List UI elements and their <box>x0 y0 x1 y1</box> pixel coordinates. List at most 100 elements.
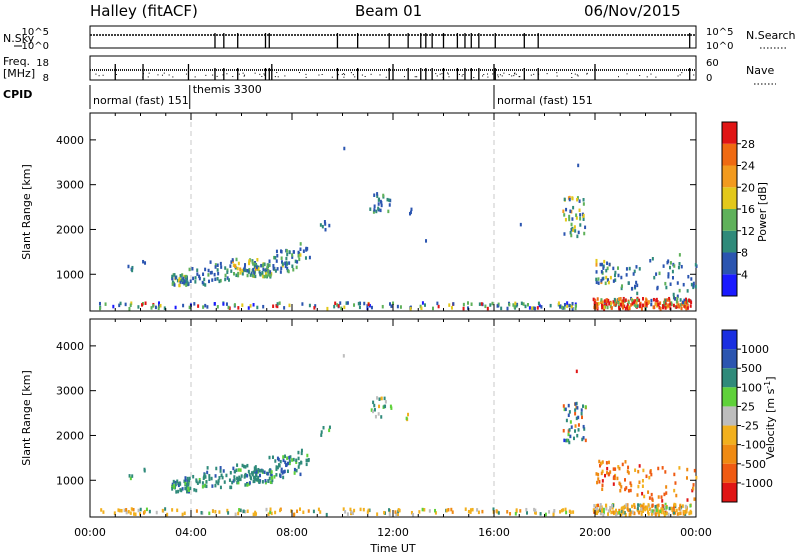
range-cell-22 <box>694 284 697 289</box>
range-cell-5 <box>233 271 236 276</box>
range-cell-4 <box>216 263 219 267</box>
freq-dot <box>639 75 641 77</box>
range-cell-13 <box>562 428 565 433</box>
range-cell-21 <box>249 304 252 308</box>
range-cell-4 <box>204 475 207 479</box>
range-cell-8 <box>307 458 310 462</box>
range-cell-17 <box>652 511 655 515</box>
range-cell-17 <box>620 506 623 511</box>
range-cell-15 <box>629 488 632 493</box>
range-cell-16 <box>661 466 664 470</box>
range-cell-9 <box>322 425 325 430</box>
range-cell-17 <box>597 503 600 508</box>
range-cell-20 <box>626 303 629 307</box>
range-cell-21 <box>486 306 489 311</box>
range-cell-2 <box>178 283 181 288</box>
range-cell-6 <box>261 480 264 484</box>
range-cell-13 <box>572 436 575 441</box>
y-tick-label-2: 3000 <box>56 179 84 192</box>
range-cell-18 <box>237 511 240 516</box>
range-cell-18 <box>469 508 472 512</box>
range-cell-18 <box>613 273 616 278</box>
range-cell-13 <box>580 411 583 416</box>
freq-dot <box>655 76 657 78</box>
colorbar-level-2: 12 <box>741 225 755 238</box>
range-cell-17 <box>606 261 609 265</box>
range-cell-1 <box>142 259 145 264</box>
range-cell-13 <box>567 413 570 418</box>
range-cell-13 <box>581 437 584 442</box>
colorbar-level-4: -25 <box>741 420 759 433</box>
velocity-ylabel: Slant Range [km] <box>20 370 33 466</box>
range-cell-4 <box>219 261 222 266</box>
range-cell-18 <box>569 510 572 515</box>
range-cell-17 <box>685 509 688 514</box>
range-cell-20 <box>650 298 653 303</box>
range-cell-7 <box>288 261 291 265</box>
range-cell-6 <box>255 472 258 476</box>
range-cell-18 <box>388 508 391 512</box>
range-cell-20 <box>686 306 689 310</box>
range-cell-6 <box>255 470 258 474</box>
range-cell-21 <box>252 303 255 307</box>
range-cell-21 <box>128 306 131 311</box>
range-cell-20 <box>636 296 639 301</box>
range-cell-21 <box>99 306 102 311</box>
x-tick-label-0: 00:00 <box>74 526 106 539</box>
range-cell-7 <box>280 469 283 473</box>
range-cell-1 <box>144 261 147 265</box>
range-cell-7 <box>292 250 295 254</box>
range-cell-19 <box>692 483 695 487</box>
range-cell-21 <box>213 302 216 306</box>
range-cell-21 <box>514 301 517 306</box>
range-cell-7 <box>278 463 281 467</box>
range-cell-7 <box>289 455 292 459</box>
freq-dot <box>161 74 163 76</box>
range-cell-17 <box>593 510 596 514</box>
range-cell-6 <box>265 274 268 278</box>
range-cell-12 <box>409 210 412 215</box>
range-cell-18 <box>621 284 624 288</box>
range-cell-9 <box>324 227 327 232</box>
range-cell-18 <box>632 272 635 276</box>
range-cell-21 <box>399 305 402 309</box>
range-cell-18 <box>445 508 448 513</box>
range-cell-17 <box>679 507 682 512</box>
range-cell-7 <box>271 455 274 459</box>
range-cell-20 <box>644 303 647 307</box>
range-cell-17 <box>602 266 605 270</box>
range-cell-4 <box>209 271 212 275</box>
range-cell-20 <box>665 304 668 309</box>
range-cell-15 <box>579 223 582 227</box>
range-cell-5 <box>236 463 239 467</box>
range-cell-18 <box>506 510 509 514</box>
range-cell-18 <box>279 508 282 513</box>
range-cell-10 <box>343 146 346 151</box>
range-cell-7 <box>276 465 279 470</box>
nsearch-tick-bottom: 10^0 <box>706 41 733 52</box>
range-cell-7 <box>291 253 294 257</box>
range-cell-2 <box>175 490 178 494</box>
range-cell-17 <box>595 503 598 508</box>
range-cell-5 <box>254 262 257 267</box>
range-cell-4 <box>210 476 213 481</box>
range-cell-20 <box>680 306 683 311</box>
range-cell-17 <box>603 259 606 264</box>
range-cell-20 <box>676 296 679 301</box>
range-cell-19 <box>678 253 681 257</box>
range-cell-4 <box>210 270 213 275</box>
range-cell-15 <box>563 213 566 217</box>
range-cell-11 <box>380 200 383 205</box>
range-cell-18 <box>572 510 575 514</box>
nave-tick-top: 60 <box>706 58 719 69</box>
range-cell-6 <box>260 263 263 268</box>
freq-dot <box>447 73 449 75</box>
range-cell-5 <box>236 476 239 481</box>
range-cell-5 <box>247 469 250 474</box>
range-cell-20 <box>620 299 623 304</box>
range-cell-15 <box>600 461 603 465</box>
range-cell-2 <box>186 479 189 483</box>
range-cell-15 <box>601 487 604 492</box>
freq-label: Freq. <box>3 55 30 68</box>
range-cell-15 <box>617 465 620 469</box>
